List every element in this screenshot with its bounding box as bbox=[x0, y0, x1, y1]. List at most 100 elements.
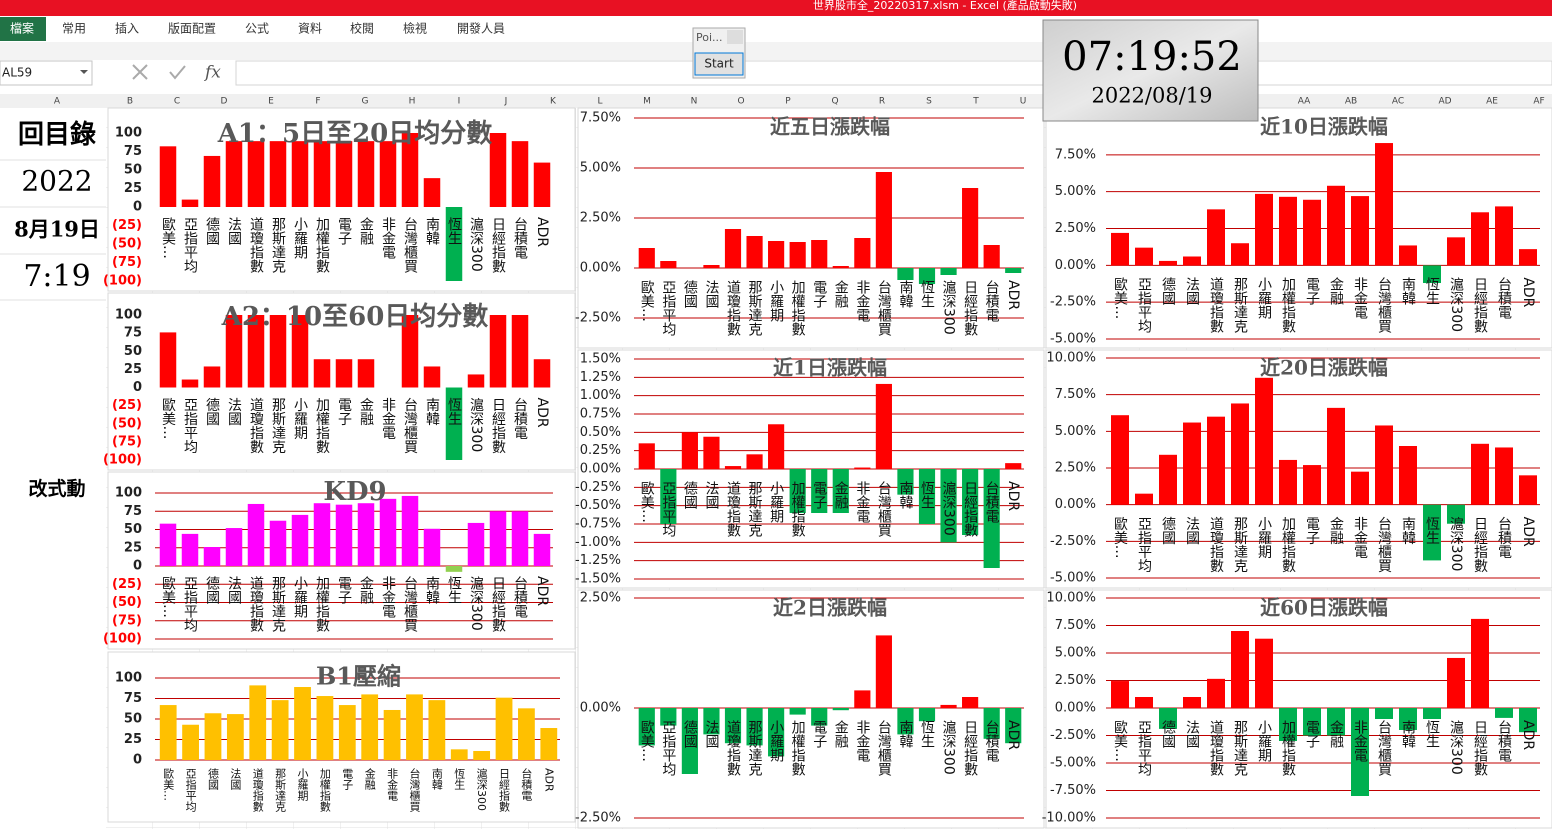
bar bbox=[1005, 708, 1022, 744]
y-tick-label: 2.50% bbox=[580, 591, 621, 606]
x-tick-label: 小羅期 bbox=[768, 280, 784, 323]
ribbon-tab[interactable]: 檢視 bbox=[403, 21, 427, 36]
x-tick-label: 道瓊指數 bbox=[725, 720, 741, 776]
bar bbox=[1183, 256, 1201, 266]
y-tick-label: 5.00% bbox=[580, 161, 621, 176]
column-header[interactable]: AB bbox=[1345, 97, 1357, 107]
x-tick-label: 滬深300 bbox=[475, 767, 488, 811]
column-header[interactable]: C bbox=[174, 97, 180, 107]
x-tick-label: 非金電 bbox=[380, 576, 396, 618]
column-header[interactable]: A bbox=[54, 97, 61, 107]
x-tick-label: 台積電 bbox=[984, 720, 1000, 762]
bar bbox=[940, 268, 957, 275]
x-tick-label: 道瓊指數 bbox=[248, 576, 264, 632]
bar bbox=[1351, 196, 1369, 266]
x-tick-label: 非金電 bbox=[380, 217, 396, 259]
column-header[interactable]: AC bbox=[1392, 97, 1404, 107]
bar bbox=[291, 315, 309, 388]
column-header[interactable]: AF bbox=[1533, 97, 1544, 107]
x-tick-label: 加權指數 bbox=[314, 217, 330, 273]
bar bbox=[203, 366, 221, 388]
y-tick-label: (25) bbox=[112, 398, 142, 413]
x-tick-label: 台灣櫃買 bbox=[1376, 720, 1392, 776]
bar bbox=[1447, 237, 1465, 266]
y-tick-label: 50 bbox=[124, 163, 142, 178]
column-header[interactable]: G bbox=[362, 97, 369, 107]
bar bbox=[660, 708, 677, 726]
column-header[interactable]: O bbox=[737, 97, 744, 107]
x-tick-label: 道瓊指數 bbox=[1208, 277, 1224, 333]
column-header[interactable]: P bbox=[785, 97, 791, 107]
ribbon-tab[interactable]: 檔案 bbox=[10, 21, 34, 36]
x-tick-label: 加權指數 bbox=[314, 398, 330, 454]
bar bbox=[832, 708, 849, 711]
dropdown-arrow[interactable] bbox=[80, 70, 88, 74]
column-header[interactable]: H bbox=[409, 97, 416, 107]
bar bbox=[1375, 708, 1393, 719]
column-header[interactable]: R bbox=[879, 97, 885, 107]
y-tick-label: 10.00% bbox=[1046, 591, 1096, 606]
bar bbox=[357, 359, 375, 388]
x-tick-label: 德國 bbox=[1160, 517, 1176, 545]
column-header[interactable]: J bbox=[504, 97, 508, 107]
x-tick-label: 台灣櫃買 bbox=[876, 720, 892, 776]
column-header[interactable]: D bbox=[221, 97, 228, 107]
x-tick-label: 歐美… bbox=[160, 217, 176, 259]
column-header[interactable]: I bbox=[458, 97, 461, 107]
ribbon-tab[interactable]: 版面配置 bbox=[168, 22, 216, 36]
bar bbox=[445, 566, 463, 572]
bar bbox=[203, 547, 221, 566]
x-tick-label: ADR bbox=[1005, 720, 1021, 750]
x-tick-label: ADR bbox=[542, 768, 555, 792]
start-button[interactable] bbox=[694, 52, 744, 76]
column-header[interactable]: T bbox=[972, 97, 979, 107]
column-header[interactable]: E bbox=[268, 97, 274, 107]
column-header[interactable]: Q bbox=[831, 97, 838, 107]
ribbon-tab[interactable]: 常用 bbox=[62, 22, 86, 36]
ribbon-tab[interactable]: 資料 bbox=[298, 22, 322, 36]
x-tick-label: 日經指數 bbox=[1472, 517, 1488, 573]
bar bbox=[1255, 193, 1273, 266]
fx-label[interactable]: fx bbox=[203, 63, 221, 83]
bar bbox=[681, 432, 698, 469]
column-header[interactable]: B bbox=[127, 97, 133, 107]
column-header[interactable]: AE bbox=[1486, 97, 1498, 107]
bar bbox=[533, 359, 551, 388]
x-tick-label: 道瓊指數 bbox=[251, 767, 264, 813]
x-tick-label: 非金電 bbox=[1352, 720, 1368, 762]
enter-icon[interactable] bbox=[169, 65, 186, 80]
bar bbox=[383, 709, 401, 760]
x-tick-label: 非金電 bbox=[380, 398, 396, 440]
ribbon-tab[interactable]: 校閱 bbox=[350, 21, 374, 36]
ribbon-tab[interactable]: 插入 bbox=[115, 22, 139, 36]
name-box[interactable] bbox=[0, 60, 93, 86]
column-header[interactable]: AD bbox=[1438, 97, 1451, 107]
column-header[interactable]: K bbox=[550, 97, 557, 107]
x-tick-label: 歐美… bbox=[639, 280, 655, 322]
column-header[interactable]: U bbox=[1020, 97, 1027, 107]
column-header[interactable]: F bbox=[315, 97, 320, 107]
column-header[interactable]: L bbox=[597, 97, 602, 107]
x-tick-label: 恆生 bbox=[1424, 720, 1440, 748]
dialog-close[interactable] bbox=[727, 30, 743, 44]
ribbon-tab[interactable]: 公式 bbox=[245, 22, 269, 36]
formula-input[interactable] bbox=[235, 60, 1552, 86]
bar bbox=[533, 162, 551, 207]
column-header[interactable]: AA bbox=[1298, 97, 1311, 107]
column-header[interactable]: S bbox=[926, 97, 932, 107]
bar bbox=[423, 366, 441, 388]
ribbon-tab[interactable]: 開發人員 bbox=[457, 21, 505, 36]
y-tick-label: 50 bbox=[124, 522, 142, 537]
bar bbox=[249, 685, 267, 760]
x-tick-label: 南韓 bbox=[1400, 517, 1416, 545]
x-tick-label: 電子 bbox=[811, 720, 827, 748]
cancel-icon[interactable] bbox=[132, 64, 148, 80]
column-header[interactable]: M bbox=[643, 97, 651, 107]
bar bbox=[1375, 143, 1393, 266]
file-tab[interactable] bbox=[0, 17, 46, 41]
x-tick-label: 非金電 bbox=[1352, 517, 1368, 559]
bar bbox=[181, 199, 199, 207]
column-header[interactable]: N bbox=[691, 97, 698, 107]
bar bbox=[789, 242, 806, 268]
